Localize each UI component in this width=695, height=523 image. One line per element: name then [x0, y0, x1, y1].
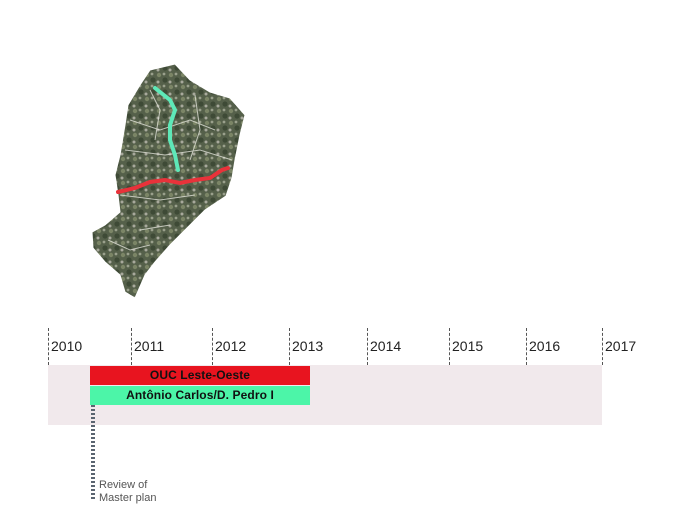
year-tick-2013 [289, 328, 290, 365]
route-east-west [116, 166, 230, 194]
year-tick-2017 [602, 328, 603, 365]
milestone-label: Review of Master plan [99, 479, 156, 505]
milestone-label-line1: Review of [99, 479, 148, 491]
year-label-2016: 2016 [529, 338, 561, 354]
year-label-2013: 2013 [292, 338, 324, 354]
year-label-2014: 2014 [370, 338, 402, 354]
year-tick-2010 [48, 328, 49, 365]
district-lines [107, 89, 233, 251]
year-tick-2011 [131, 328, 132, 365]
milestone-marker [91, 405, 95, 499]
year-label-2010: 2010 [51, 338, 83, 354]
year-label-2015: 2015 [452, 338, 484, 354]
timeline-bar-ouc-leste-oeste: OUC Leste-Oeste [90, 366, 310, 385]
year-tick-2012 [212, 328, 213, 365]
year-label-2011: 2011 [134, 338, 165, 354]
milestone-label-line2: Master plan [99, 492, 157, 504]
year-tick-2014 [367, 328, 368, 365]
year-label-2012: 2012 [215, 338, 247, 354]
year-label-2017: 2017 [605, 338, 637, 354]
year-tick-2016 [526, 328, 527, 365]
year-tick-2015 [449, 328, 450, 365]
timeline-bar-antonio-carlos-d-pedro: Antônio Carlos/D. Pedro I [90, 386, 310, 405]
route-north-south [153, 86, 180, 172]
